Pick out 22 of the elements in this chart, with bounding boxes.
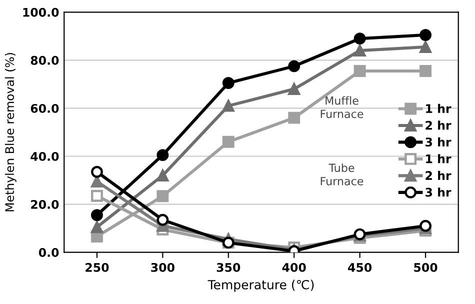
x-tick-label: 300	[151, 262, 174, 272]
legend-label: 1 hr	[426, 154, 452, 164]
y-tick-label: 0.0	[38, 248, 59, 257]
legend-label: 3 hr	[426, 188, 452, 197]
legend-label: 1 hr	[426, 104, 452, 113]
y-tick-label: 40.0	[30, 152, 59, 161]
annotation: Tube Furnace	[320, 163, 364, 186]
x-tick-label: 250	[86, 262, 109, 272]
x-tick-label: 350	[216, 262, 240, 272]
legend-label: 2 hr	[426, 170, 452, 180]
x-axis-title: Temperature (℃)	[208, 280, 314, 292]
y-tick-label: 20.0	[31, 200, 59, 209]
x-tick-label: 400	[282, 262, 306, 272]
x-tick-label: 500	[414, 262, 438, 272]
y-tick-label: 60.0	[30, 104, 59, 113]
x-tick-label: 450	[348, 262, 372, 272]
legend-label: 2 hr	[426, 120, 452, 130]
y-tick-label: 100.0	[23, 8, 59, 17]
legend-label: 3 hr	[426, 137, 452, 147]
y-tick-label: 80.0	[30, 56, 59, 65]
y-axis-title: Methylen Blue removal (%)	[4, 53, 16, 212]
annotation: Muffle Furnace	[320, 96, 364, 118]
